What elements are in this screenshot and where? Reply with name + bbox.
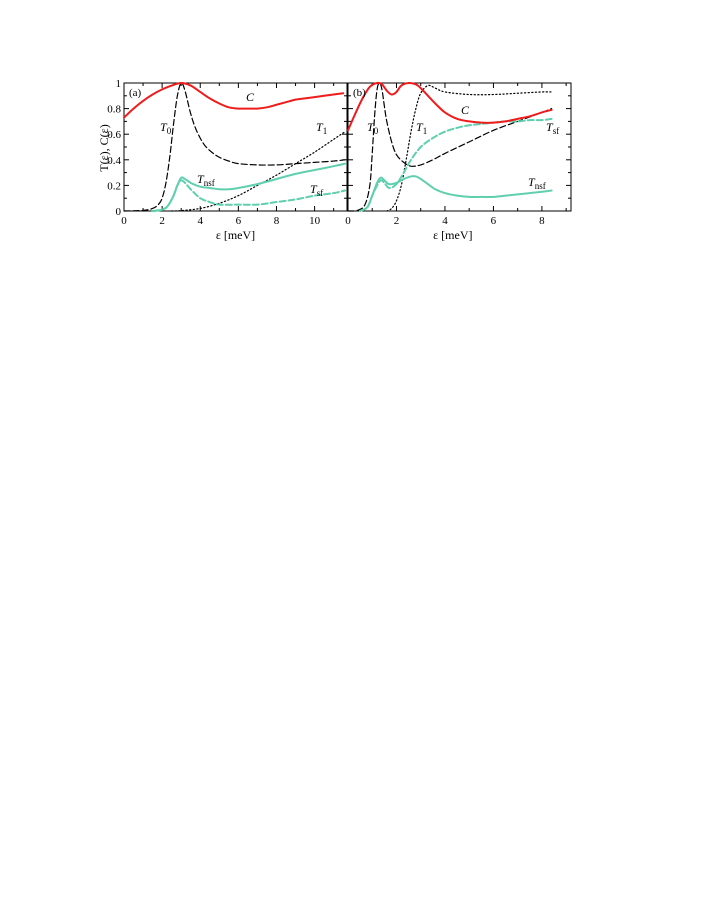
series-line-C (347, 81, 553, 132)
x-tick-label: 6 (491, 215, 497, 227)
curve-label-Tnsf: Tnsf (197, 172, 215, 188)
panel-a-tag: (a) (129, 87, 142, 99)
curve-label-T0: T0 (160, 120, 172, 136)
panel-b-tag: (b) (353, 87, 366, 99)
series-line-T1 (386, 84, 553, 212)
series-line-Tnsf (151, 162, 347, 212)
panel-b-series (347, 81, 553, 212)
curve-label-sub: sf (553, 126, 560, 136)
x-tick-label: 0 (345, 215, 351, 227)
series-line-T0 (123, 82, 346, 212)
curve-label-main: C (461, 103, 470, 117)
x-tick-label: 2 (394, 215, 400, 227)
curve-label-main: T (528, 175, 536, 189)
x-tick-label: 8 (274, 215, 280, 227)
x-tick-label: 8 (539, 215, 545, 227)
y-tick-label: 0 (116, 206, 122, 218)
curve-label-T1: T1 (316, 120, 327, 136)
y-tick-label: 0.8 (107, 104, 121, 116)
curve-label-T0: T0 (367, 120, 379, 136)
curve-label-main: T (546, 120, 554, 134)
series-line-T1 (171, 131, 346, 212)
curve-label-main: T (197, 172, 205, 186)
panel-a-x-axis-title: ε [meV] (216, 228, 255, 242)
y-tick-label: 0.4 (107, 155, 121, 167)
curve-label-main: T (160, 120, 168, 134)
y-tick-label: 1 (116, 78, 122, 90)
series-line-T0 (347, 82, 553, 212)
series-line-C (123, 82, 345, 119)
curve-label-sub: nsf (204, 178, 215, 188)
x-tick-label: 0 (121, 215, 127, 227)
y-axis-title-text: T(ε), C(ε) (97, 124, 111, 171)
curve-label-sub: 0 (167, 126, 172, 136)
curve-label-Tsf: Tsf (546, 120, 559, 136)
curve-label-sub: 1 (323, 126, 328, 136)
x-tick-label: 6 (236, 215, 242, 227)
curve-label-sub: sf (317, 188, 324, 198)
curve-label-T1: T1 (416, 120, 427, 136)
panel-b-x-axis-title: ε [meV] (433, 228, 472, 242)
x-tick-label: 10 (309, 215, 321, 227)
panel-a-series (123, 82, 347, 212)
curve-label-sub: nsf (535, 181, 546, 191)
x-tick-label: 4 (442, 215, 448, 227)
curve-label-main: T (367, 120, 375, 134)
curve-label-main: T (316, 120, 324, 134)
y-axis-title: T(ε), C(ε) (97, 124, 111, 171)
curve-label-Tsf: Tsf (310, 182, 323, 198)
curve-label-sub: 1 (423, 126, 428, 136)
y-tick-label: 0.2 (107, 180, 121, 192)
curve-label-main: C (246, 90, 255, 104)
y-tick-label: 0.6 (107, 129, 121, 141)
x-tick-label: 4 (197, 215, 203, 227)
panel-b-ticks: 0 2 4 6 8 (345, 82, 571, 227)
curve-label-main: T (310, 182, 318, 196)
x-tick-label: 2 (159, 215, 165, 227)
series-line-Tnsf (359, 175, 553, 212)
series-line-Tsf (359, 117, 553, 212)
curve-label-C: C (461, 103, 470, 117)
curve-label-main: T (416, 120, 424, 134)
curve-label-C: C (246, 90, 255, 104)
curve-label-Tnsf: Tnsf (528, 175, 546, 191)
curve-label-sub: 0 (374, 126, 379, 136)
